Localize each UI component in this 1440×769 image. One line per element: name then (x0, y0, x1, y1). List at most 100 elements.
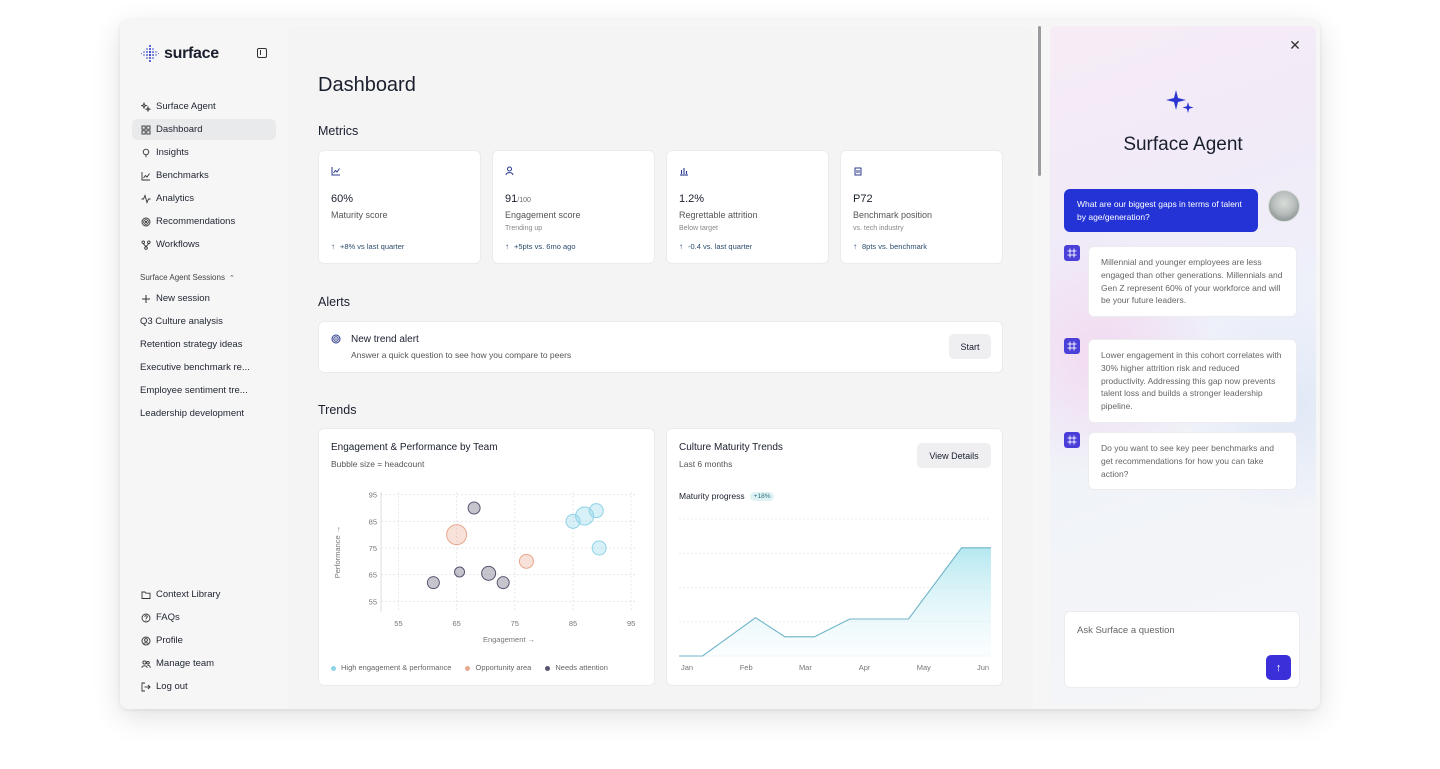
users-icon (140, 658, 151, 669)
x-tick-label: Jan (681, 663, 693, 672)
nav-label: Analytics (156, 193, 195, 204)
view-details-button[interactable]: View Details (917, 443, 991, 468)
sidebar-collapse-icon[interactable] (257, 48, 267, 58)
metric-label: Benchmark position (853, 210, 933, 220)
nav-item-insights[interactable]: Insights (132, 142, 276, 163)
nav-item-profile[interactable]: Profile (132, 630, 276, 651)
session-item[interactable]: Retention strategy ideas (140, 339, 243, 350)
metric-card[interactable]: P72 Benchmark position vs. tech industry… (840, 150, 1003, 264)
bubble (454, 566, 466, 578)
chevron-up-icon: ⌃ (228, 274, 235, 282)
workflow-icon (140, 239, 151, 250)
legend-label: Needs attention (555, 663, 608, 672)
sparkle-icon (1166, 90, 1194, 113)
metric-delta: 8pts vs. benchmark (862, 242, 928, 251)
nav-item-log-out[interactable]: Log out (132, 676, 276, 697)
x-tick-label: 75 (511, 619, 519, 628)
metric-note: Trending up (505, 225, 543, 232)
nav-item-faqs[interactable]: FAQs (132, 607, 276, 628)
maturity-chart-card: Culture Maturity Trends Last 6 months Vi… (666, 428, 1003, 686)
alert-title: New trend alert (351, 334, 419, 345)
metrics-heading: Metrics (318, 124, 359, 138)
bubble (467, 501, 481, 515)
agent-response: Millennial and younger employees are les… (1088, 246, 1297, 318)
bubble (591, 540, 607, 556)
nav-item-analytics[interactable]: Analytics (132, 188, 276, 209)
legend-dot (465, 665, 471, 671)
nav-label: Profile (156, 635, 183, 646)
nav-label: Recommendations (156, 216, 236, 227)
new-session-button[interactable]: New session (132, 288, 276, 309)
nav-item-workflows[interactable]: Workflows (132, 234, 276, 255)
x-axis-label: Engagement → (483, 635, 535, 644)
nav-item-dashboard[interactable]: Dashboard (132, 119, 276, 140)
session-item[interactable]: Employee sentiment tre... (140, 385, 248, 396)
metric-value-sub: /100 (517, 197, 531, 204)
metric-label: Maturity score (331, 210, 388, 220)
bubble-chart-title: Engagement & Performance by Team (331, 442, 498, 453)
sessions-section-toggle[interactable]: Surface Agent Sessions ⌃ (140, 273, 276, 282)
y-tick-label: 95 (369, 491, 377, 500)
bubble (481, 565, 497, 581)
brand[interactable]: surface (140, 42, 276, 66)
session-item[interactable]: Leadership development (140, 408, 245, 419)
metric-card[interactable]: 91/100 Engagement score Trending up ↑ +5p… (492, 150, 655, 264)
bottom-nav: Context Library FAQs Profile Manage team… (132, 584, 276, 699)
x-tick-label: Mar (799, 663, 812, 672)
folder-icon (140, 589, 151, 600)
trends-heading: Trends (318, 403, 357, 417)
send-button[interactable]: ↑ (1266, 655, 1291, 680)
metric-value: P72 (853, 193, 873, 205)
line-chart-icon (140, 170, 151, 181)
arrow-up-icon: ↑ (679, 242, 683, 251)
y-tick-label: 75 (369, 544, 377, 553)
bubble-chart-card: Engagement & Performance by Team Bubble … (318, 428, 655, 686)
ask-input[interactable] (1077, 622, 1277, 638)
plus-icon (140, 293, 151, 304)
metric-label: Engagement score (505, 210, 581, 220)
bubble (588, 503, 604, 519)
arrow-up-icon: ↑ (331, 242, 335, 251)
user-icon (505, 166, 514, 176)
metric-delta: -0.4 vs. last quarter (688, 242, 753, 251)
metric-value: 1.2% (679, 193, 705, 205)
x-tick-label: Apr (859, 663, 871, 672)
target-icon (140, 216, 151, 227)
y-axis-label: Performance → (333, 526, 342, 579)
bubble (518, 553, 534, 569)
metric-card[interactable]: 60% Maturity score ↑ +8% vs last quarter (318, 150, 481, 264)
metric-label: Regrettable attrition (679, 210, 758, 220)
session-item[interactable]: Q3 Culture analysis (140, 316, 223, 327)
grid-icon (140, 124, 151, 135)
nav-item-manage-team[interactable]: Manage team (132, 653, 276, 674)
main-scrollbar[interactable] (1038, 26, 1041, 176)
legend-label: High engagement & performance (341, 663, 452, 672)
main-content: Dashboard Metrics 60% Maturity score ↑ +8… (288, 26, 1033, 709)
area-fill (679, 547, 991, 656)
metric-value: 91 (505, 193, 518, 205)
legend-label: Opportunity area (475, 663, 532, 672)
x-tick-label: 95 (627, 619, 635, 628)
user-message: What are our biggest gaps in terms of ta… (1064, 189, 1258, 232)
x-tick-label: 55 (394, 619, 402, 628)
nav-item-recommendations[interactable]: Recommendations (132, 211, 276, 232)
nav-item-surface-agent[interactable]: Surface Agent (132, 96, 276, 117)
nav-label: Manage team (156, 658, 215, 669)
brand-name: surface (164, 45, 219, 62)
session-item[interactable]: Executive benchmark re... (140, 362, 250, 373)
help-icon (140, 612, 151, 623)
agent-bot-icon (1064, 245, 1080, 261)
metric-note (331, 225, 468, 234)
legend-item: High engagement & performance (331, 663, 451, 672)
new-session-label: New session (156, 293, 210, 304)
nav-item-context-library[interactable]: Context Library (132, 584, 276, 605)
alerts-heading: Alerts (318, 295, 350, 309)
logout-icon (140, 681, 151, 692)
metric-card[interactable]: 1.2% Regrettable attrition Below target … (666, 150, 829, 264)
close-icon[interactable]: ✕ (1289, 37, 1301, 53)
lightbulb-icon (140, 147, 151, 158)
y-tick-label: 65 (369, 571, 377, 580)
start-button[interactable]: Start (949, 334, 991, 359)
metric-delta: +5pts vs. 6mo ago (514, 242, 576, 251)
nav-item-benchmarks[interactable]: Benchmarks (132, 165, 276, 186)
